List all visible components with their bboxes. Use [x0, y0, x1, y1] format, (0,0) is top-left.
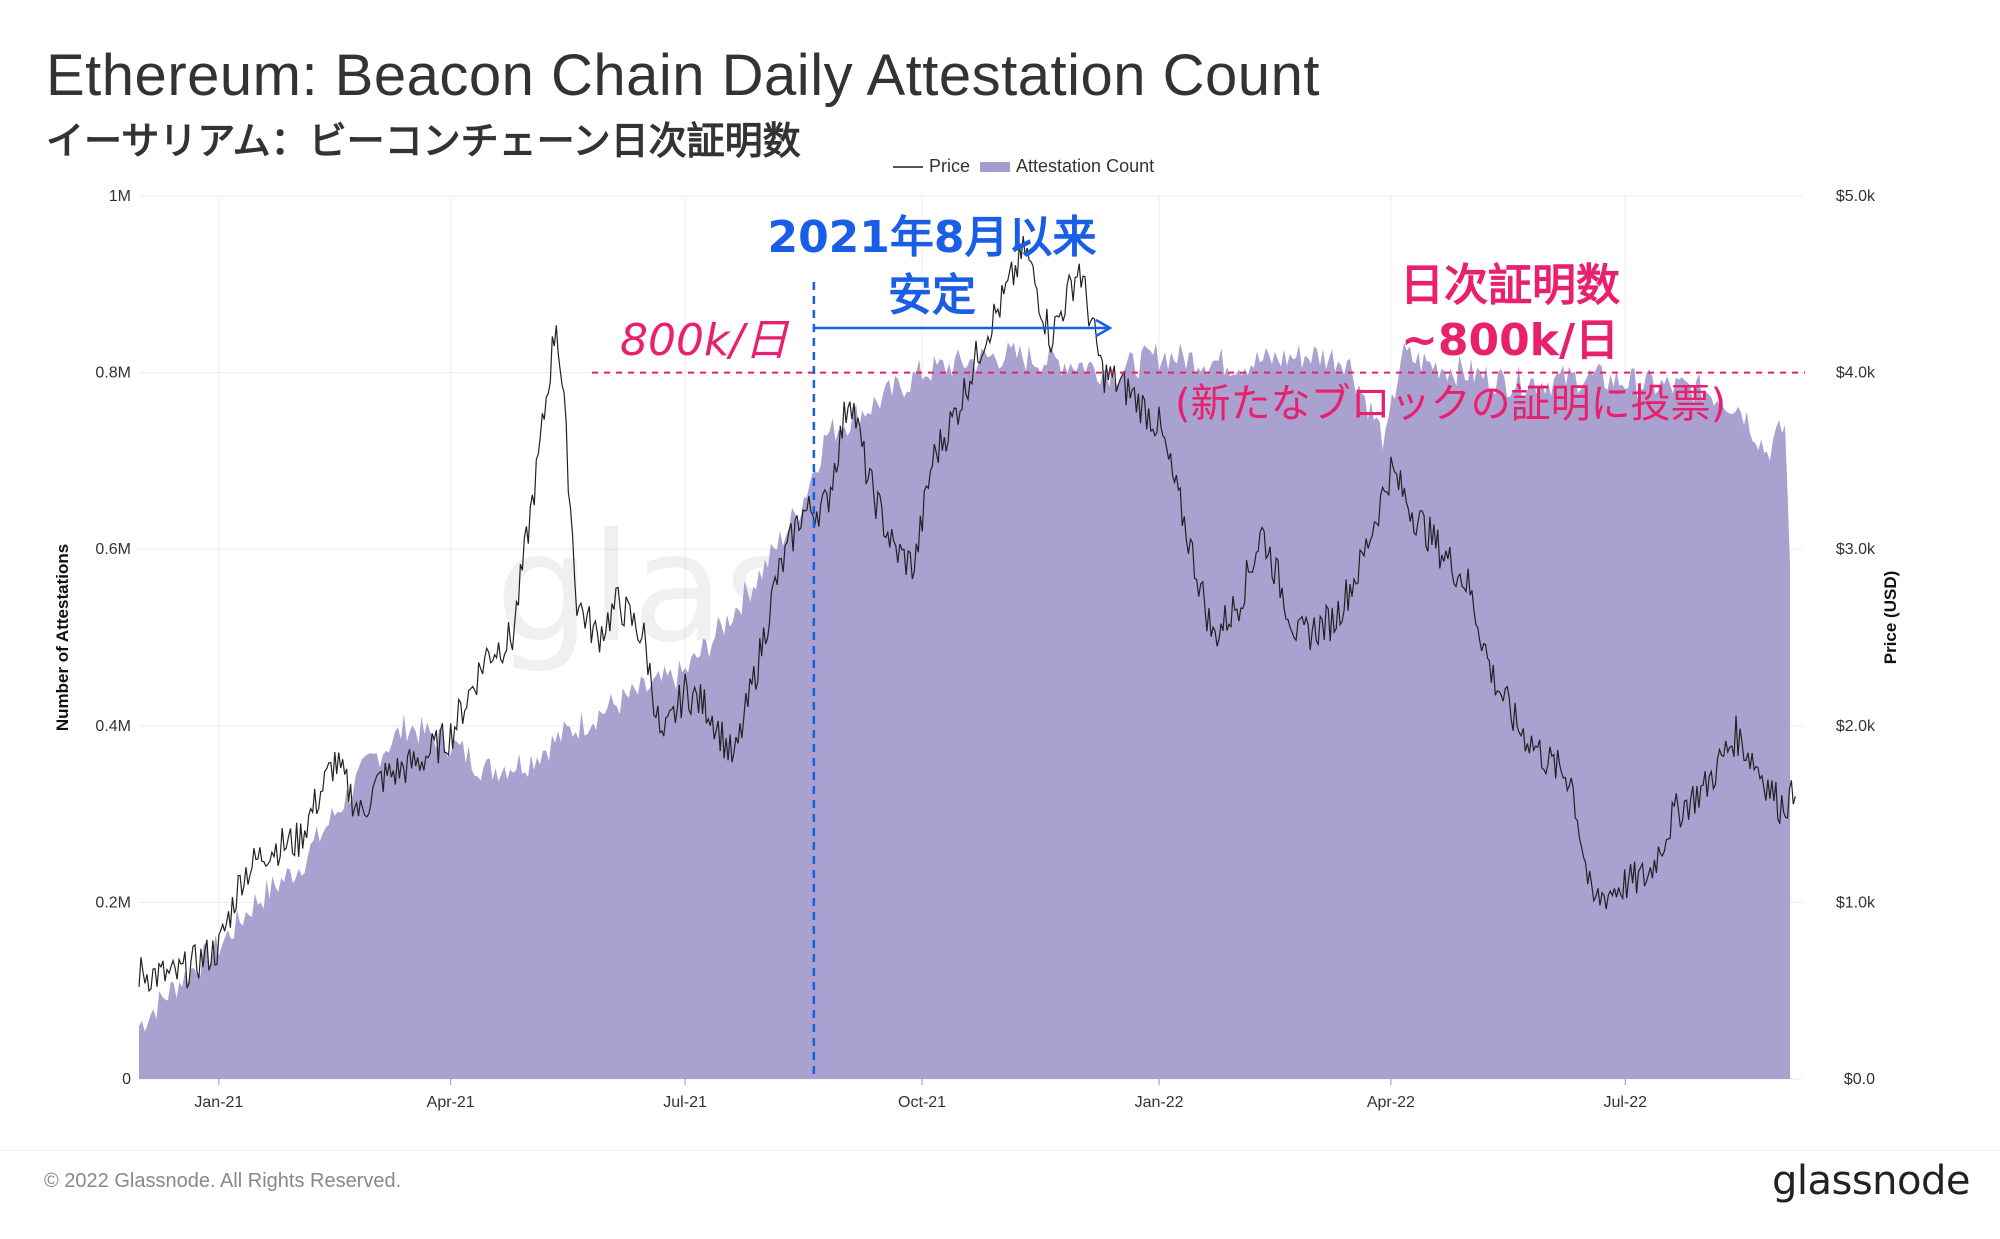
right-tick-label: $4.0k	[1836, 365, 1876, 382]
legend-price-label: Price	[929, 156, 971, 176]
page-subtitle: イーサリアム：ビーコンチェーン日次証明数	[46, 119, 801, 163]
stable-since-label: 2021年8月以来	[767, 212, 1096, 263]
legend-attestation-label: Attestation Count	[1016, 156, 1155, 176]
left-tick-label: 0.6M	[95, 541, 131, 558]
page-title: Ethereum: Beacon Chain Daily Attestation…	[46, 43, 1320, 108]
right-axis-title: Price (USD)	[1881, 571, 1900, 665]
right-tick-label: $5.0k	[1836, 188, 1876, 205]
right-tick-label: $2.0k	[1836, 718, 1876, 735]
legend-attestation[interactable]: Attestation Count	[980, 156, 1154, 177]
left-axis-title: Number of Attestations	[53, 544, 72, 731]
x-tick-label: Jul-21	[663, 1094, 707, 1111]
x-tick-label: Jan-22	[1135, 1094, 1184, 1111]
attestation-count-area	[139, 342, 1791, 1079]
copyright-text: © 2022 Glassnode. All Rights Reserved.	[44, 1170, 402, 1192]
daily-attestation-label: 日次証明数	[1400, 260, 1620, 311]
daily-800k-label: ~800k/日	[1401, 315, 1619, 366]
x-tick-label: Apr-21	[427, 1094, 475, 1111]
glassnode-logo: glassnode	[1771, 1158, 1971, 1204]
left-tick-label: 0.2M	[95, 894, 131, 911]
attestation-price-chart: glassnode 0$0.00.2M$1.0k0.4M$2.0k0.6M$3.…	[53, 188, 1900, 1111]
chart-axes: 0 $0.0 0.2M $1.0k 0.4M $2.0k 0.6M $3.0k 0.8M $4.0…	[53, 188, 1900, 1111]
chart-legend: Price Attestation Count	[893, 156, 1154, 177]
x-tick-label: Jan-21	[194, 1094, 243, 1111]
x-tick-label: Apr-22	[1367, 1094, 1415, 1111]
left-tick-label: 1M	[109, 188, 131, 205]
right-tick-label: $0.0	[1844, 1071, 1875, 1088]
price-line	[138, 235, 1796, 993]
left-tick-label: 0.8M	[95, 365, 131, 382]
arrow-head-icon	[1095, 318, 1113, 338]
right-tick-label: $1.0k	[1836, 894, 1876, 911]
price-line-swatch-icon	[893, 166, 923, 169]
right-tick-label: $3.0k	[1836, 541, 1876, 558]
level-800k-label: 800k/日	[620, 315, 790, 366]
attestation-area-swatch-icon	[980, 162, 1011, 173]
footer-divider	[0, 1150, 2000, 1151]
x-tick-label: Oct-21	[898, 1094, 946, 1111]
left-tick-label: 0.4M	[95, 718, 131, 735]
legend-price[interactable]: Price	[893, 156, 970, 177]
x-tick-label: Jul-22	[1603, 1094, 1647, 1111]
stable-label: 安定	[888, 270, 976, 321]
left-tick-label: 0	[122, 1071, 131, 1088]
block-vote-label: (新たなブロックの証明に投票)	[1175, 381, 1726, 427]
